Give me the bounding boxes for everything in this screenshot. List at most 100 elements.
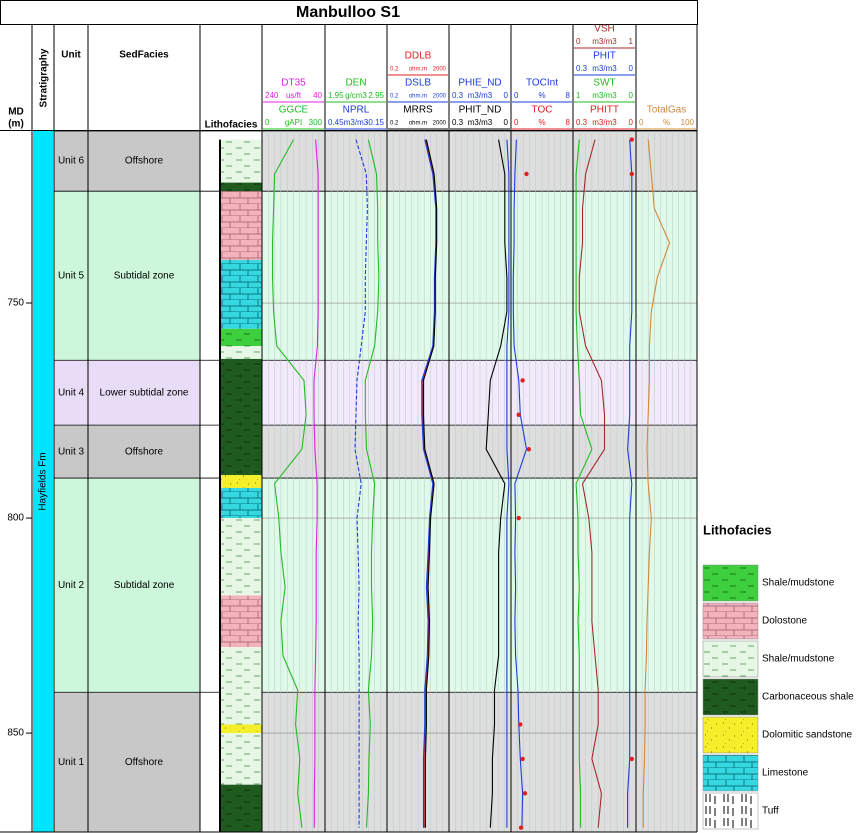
- curve-dot: [522, 791, 528, 796]
- curve-name: PHIE_ND: [458, 78, 501, 89]
- scale-right: 1: [629, 37, 634, 46]
- lithology-interval: [220, 191, 262, 261]
- scale-left: 0.3: [576, 118, 588, 127]
- curve-dot: [526, 447, 532, 452]
- legend-label: Shale/mudstone: [762, 578, 835, 589]
- scale-left: 240: [265, 91, 279, 100]
- scale-unit: us/ft: [286, 91, 302, 100]
- lithology-interval: [220, 358, 262, 476]
- scale-left: 0: [265, 118, 270, 127]
- unit-band: [54, 360, 200, 426]
- scale-unit: ohm.m: [409, 121, 427, 127]
- curve: [575, 139, 593, 828]
- scale-unit: m3/m3: [592, 91, 617, 100]
- curve-dot: [629, 137, 634, 142]
- legend-label: Dolostone: [762, 616, 807, 627]
- scale-right: 100: [681, 118, 695, 127]
- lithology-interval: [220, 487, 262, 519]
- scale-unit: m3/m3: [592, 118, 617, 127]
- unit-track-band: [262, 425, 697, 479]
- curve: [506, 139, 510, 828]
- scale-unit: gAPI: [285, 118, 302, 127]
- lithology-interval: [220, 518, 262, 596]
- stratigraphy-header: Stratigraphy: [39, 48, 50, 107]
- scale-right: 40: [313, 91, 322, 100]
- unit-band: [54, 478, 200, 693]
- legend-label: Carbonaceous shale: [762, 692, 854, 703]
- scale-unit: ohm.m: [409, 94, 427, 100]
- unit-track-band: [262, 478, 697, 693]
- scale-unit: m3/m3: [468, 91, 493, 100]
- curve-name: MRRS: [403, 105, 433, 116]
- curve-dot: [518, 722, 523, 727]
- depth-label: 800: [7, 513, 24, 524]
- md-unit: (m): [8, 119, 24, 130]
- scale-right: 2.95: [368, 91, 384, 100]
- scale-right: -0.15: [366, 118, 385, 127]
- scale-left: 0.2: [390, 67, 399, 73]
- curve: [512, 139, 528, 828]
- depth-label: 750: [7, 298, 24, 309]
- curve-dot: [516, 412, 521, 418]
- scale-right: 0: [629, 118, 634, 127]
- scale-unit: m3/m3: [592, 64, 617, 73]
- unit-header: Unit: [61, 50, 81, 61]
- unit-name: Unit 4: [58, 387, 85, 398]
- unit-band: [54, 191, 200, 361]
- curve: [642, 139, 671, 828]
- scale-unit: m3/m3: [344, 118, 369, 127]
- curve: [364, 139, 380, 828]
- curve-dot: [520, 378, 525, 383]
- legend-swatch: [702, 640, 759, 678]
- curve-dot: [524, 171, 529, 177]
- unit-name: Unit 2: [58, 580, 85, 591]
- curve-name: GGCE: [279, 105, 309, 116]
- scale-right: 2000: [433, 121, 447, 127]
- unit-track-band: [262, 360, 697, 426]
- unit-facies: Subtidal zone: [114, 270, 175, 281]
- depth-label: 850: [7, 728, 24, 739]
- scale-left: 1: [576, 91, 581, 100]
- scale-right: 8: [566, 118, 571, 127]
- scale-right: 0: [629, 91, 634, 100]
- legend-swatch: [702, 754, 759, 792]
- scale-left: 0.3: [452, 91, 464, 100]
- legend-label: Limestone: [762, 768, 809, 779]
- unit-band: [54, 425, 200, 479]
- scale-left: 0: [639, 118, 644, 127]
- scale-right: 2000: [433, 94, 447, 100]
- curve: [422, 139, 438, 828]
- scale-unit: m3/m3: [592, 37, 617, 46]
- legend-label: Tuff: [762, 806, 779, 817]
- curve: [627, 139, 633, 828]
- scale-right: 2000: [433, 67, 447, 73]
- legend-label: Dolomitic sandstone: [762, 730, 852, 741]
- scale-right: 0: [504, 118, 509, 127]
- unit-facies: Subtidal zone: [114, 580, 175, 591]
- sedfacies-header: SedFacies: [119, 50, 169, 61]
- lithology-interval: [220, 260, 262, 329]
- scale-left: 0.3: [452, 118, 464, 127]
- curve-name: DT35: [281, 78, 306, 89]
- legend-swatch: [702, 716, 759, 754]
- unit-name: Unit 3: [58, 446, 85, 457]
- scale-right: 0: [629, 64, 634, 73]
- curve-name: DEN: [345, 78, 366, 89]
- scale-left: 1.95: [328, 91, 344, 100]
- lithology-interval: [220, 139, 262, 183]
- scale-left: 0.3: [576, 64, 588, 73]
- scale-left: 0.2: [390, 121, 399, 127]
- formation: [33, 131, 53, 832]
- lithology-interval: [220, 647, 262, 725]
- curve-name: VSH: [594, 24, 615, 35]
- curve-name: DDLB: [405, 51, 432, 62]
- lithology-interval: [220, 328, 262, 347]
- curve: [578, 139, 606, 828]
- scale-right: 8: [566, 91, 571, 100]
- scale-unit: %: [538, 91, 545, 100]
- md-label: MD: [8, 107, 24, 118]
- formation-name: Hayfields Fm: [38, 452, 49, 510]
- scale-unit: ohm.m: [409, 67, 427, 73]
- scale-right: 0: [504, 91, 509, 100]
